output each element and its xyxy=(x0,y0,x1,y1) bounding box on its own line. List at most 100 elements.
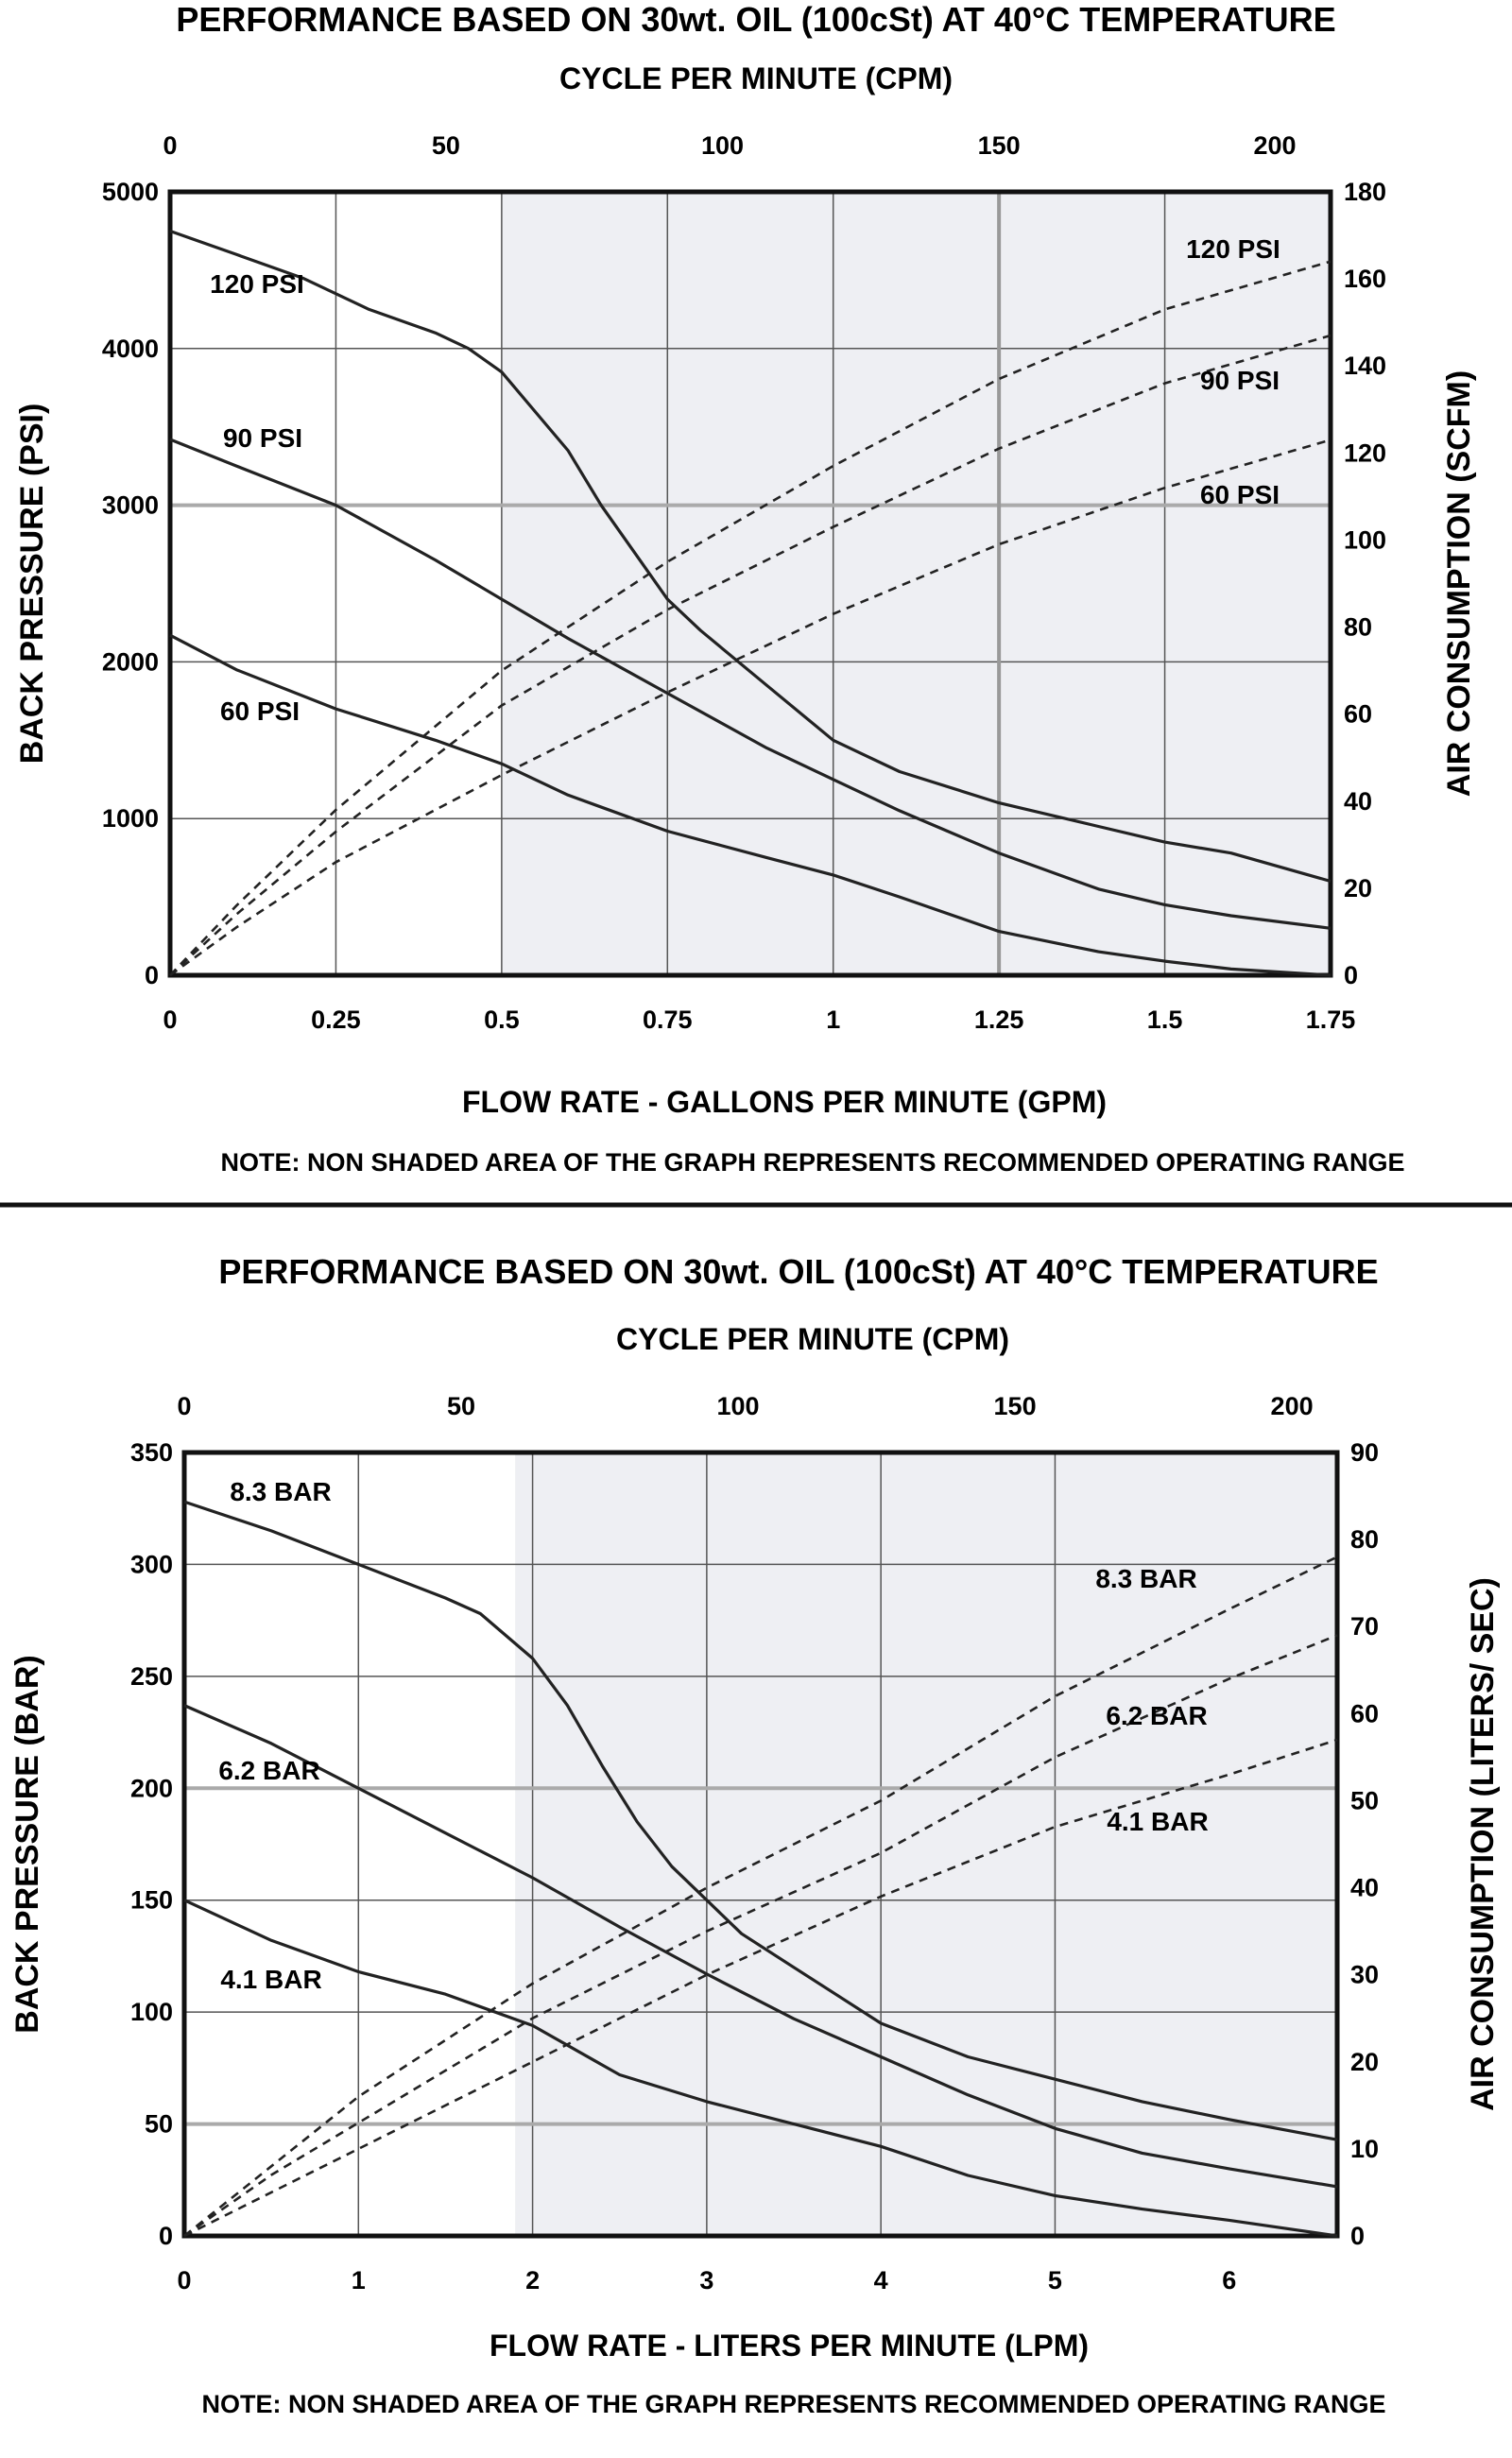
y2-tick-label: 80 xyxy=(1350,1525,1379,1554)
y2-tick-label: 30 xyxy=(1350,1961,1379,1989)
chart-title: PERFORMANCE BASED ON 30wt. OIL (100cSt) … xyxy=(218,1252,1378,1291)
y-axis-label: BACK PRESSURE (PSI) xyxy=(14,404,50,765)
y-tick-label: 2000 xyxy=(102,647,159,676)
air-consumption-curve xyxy=(169,438,1332,977)
y-tick-label: 350 xyxy=(130,1438,173,1467)
chart-note: NOTE: NON SHADED AREA OF THE GRAPH REPRE… xyxy=(220,1148,1404,1177)
air-series-label: 120 PSI xyxy=(1186,234,1280,264)
y2-tick-label: 0 xyxy=(1350,2222,1365,2250)
y2-tick-label: 20 xyxy=(1344,874,1372,902)
chart-lpm-bar: 0501001502002503003500102030405060708090… xyxy=(9,1252,1501,2418)
air-series-label: 60 PSI xyxy=(1200,480,1280,509)
pressure-curve xyxy=(169,229,1332,884)
x-tick-label: 3 xyxy=(699,2266,713,2295)
x-tick-label: 5 xyxy=(1048,2266,1062,2295)
pressure-series-label: 120 PSI xyxy=(210,269,304,299)
pressure-series-label: 90 PSI xyxy=(223,423,302,453)
y2-tick-label: 40 xyxy=(1350,1874,1379,1902)
y2-tick-label: 0 xyxy=(1344,961,1358,989)
y2-tick-label: 70 xyxy=(1350,1612,1379,1641)
x-tick-label: 1 xyxy=(826,1006,840,1034)
air-series-label: 8.3 BAR xyxy=(1095,1564,1196,1593)
x-tick-label: 1.75 xyxy=(1306,1006,1356,1034)
top-tick-label: 100 xyxy=(717,1392,760,1420)
top-tick-label: 50 xyxy=(447,1392,475,1420)
top-tick-label: 0 xyxy=(177,1392,191,1420)
chart-note: NOTE: NON SHADED AREA OF THE GRAPH REPRE… xyxy=(201,2390,1385,2418)
y-tick-label: 4000 xyxy=(102,335,159,363)
y2-tick-label: 160 xyxy=(1344,265,1386,293)
y2-tick-label: 140 xyxy=(1344,352,1386,380)
y-tick-label: 3000 xyxy=(102,491,159,520)
y2-tick-label: 100 xyxy=(1344,525,1386,554)
y2-tick-label: 90 xyxy=(1350,1438,1379,1467)
x-tick-label: 0 xyxy=(163,1006,177,1034)
x-tick-label: 0.5 xyxy=(484,1006,520,1034)
y2-tick-label: 10 xyxy=(1350,2135,1379,2163)
y-tick-label: 100 xyxy=(130,1998,173,2026)
air-consumption-curve xyxy=(169,260,1332,976)
air-consumption-curve xyxy=(183,1634,1338,2238)
pressure-curve xyxy=(169,633,1332,977)
x-tick-label: 1.25 xyxy=(974,1006,1024,1034)
top-axis-label: CYCLE PER MINUTE (CPM) xyxy=(616,1322,1009,1356)
y-tick-label: 150 xyxy=(130,1886,173,1915)
x-tick-label: 0.75 xyxy=(643,1006,693,1034)
air-series-label: 90 PSI xyxy=(1200,366,1280,395)
pressure-series-label: 4.1 BAR xyxy=(220,1965,321,1994)
chart-title: PERFORMANCE BASED ON 30wt. OIL (100cSt) … xyxy=(176,0,1335,39)
x-tick-label: 0 xyxy=(177,2266,191,2295)
top-tick-label: 100 xyxy=(701,131,744,160)
y2-axis-label: AIR CONSUMPTION (LITERS/ SEC) xyxy=(1465,1577,1501,2111)
top-tick-label: 150 xyxy=(994,1392,1037,1420)
y-tick-label: 5000 xyxy=(102,178,159,206)
y2-tick-label: 80 xyxy=(1344,613,1372,642)
y-tick-label: 0 xyxy=(159,2222,173,2250)
y2-tick-label: 50 xyxy=(1350,1786,1379,1814)
y-tick-label: 300 xyxy=(130,1550,173,1578)
plot-frame xyxy=(181,1450,1340,2239)
top-tick-label: 0 xyxy=(163,131,177,160)
y2-axis-label: AIR CONSUMPTION (SCFM) xyxy=(1441,370,1477,797)
plot-frame xyxy=(167,189,1333,978)
x-axis-label: FLOW RATE - LITERS PER MINUTE (LPM) xyxy=(490,2329,1089,2363)
x-axis-label: FLOW RATE - GALLONS PER MINUTE (GPM) xyxy=(462,1085,1107,1119)
y-tick-label: 200 xyxy=(130,1774,173,1802)
pressure-series-label: 6.2 BAR xyxy=(218,1756,319,1785)
pressure-curve xyxy=(169,438,1332,930)
y2-tick-label: 60 xyxy=(1350,1699,1379,1727)
air-consumption-curve xyxy=(169,334,1332,976)
x-tick-label: 6 xyxy=(1222,2266,1236,2295)
y2-tick-label: 60 xyxy=(1344,700,1372,729)
pressure-curve xyxy=(183,1704,1338,2189)
chart-gpm-psi: 0100020003000400050000204060801001201401… xyxy=(14,0,1477,1177)
y-axis-label: BACK PRESSURE (BAR) xyxy=(9,1655,45,2033)
top-tick-label: 200 xyxy=(1271,1392,1314,1420)
y-tick-label: 250 xyxy=(130,1662,173,1691)
air-series-label: 6.2 BAR xyxy=(1106,1701,1207,1730)
top-tick-label: 50 xyxy=(432,131,460,160)
x-tick-label: 2 xyxy=(525,2266,540,2295)
y2-tick-label: 180 xyxy=(1344,178,1386,206)
pressure-curve xyxy=(183,1500,1338,2141)
air-series-label: 4.1 BAR xyxy=(1107,1807,1208,1836)
y-tick-label: 50 xyxy=(145,2110,173,2139)
x-tick-label: 0.25 xyxy=(311,1006,361,1034)
pressure-series-label: 60 PSI xyxy=(220,696,300,726)
y-tick-label: 0 xyxy=(145,961,159,989)
shaded-region xyxy=(501,192,1331,975)
air-consumption-curve xyxy=(183,1556,1338,2238)
x-tick-label: 4 xyxy=(874,2266,888,2295)
y-tick-label: 1000 xyxy=(102,804,159,833)
y2-tick-label: 120 xyxy=(1344,438,1386,467)
x-tick-label: 1 xyxy=(352,2266,366,2295)
top-tick-label: 200 xyxy=(1254,131,1297,160)
top-axis-label: CYCLE PER MINUTE (CPM) xyxy=(559,61,953,95)
shaded-region xyxy=(515,1452,1337,2236)
y2-tick-label: 40 xyxy=(1344,787,1372,816)
y2-tick-label: 20 xyxy=(1350,2048,1379,2076)
top-tick-label: 150 xyxy=(978,131,1021,160)
pressure-curve xyxy=(183,1899,1338,2238)
pressure-series-label: 8.3 BAR xyxy=(230,1477,331,1506)
